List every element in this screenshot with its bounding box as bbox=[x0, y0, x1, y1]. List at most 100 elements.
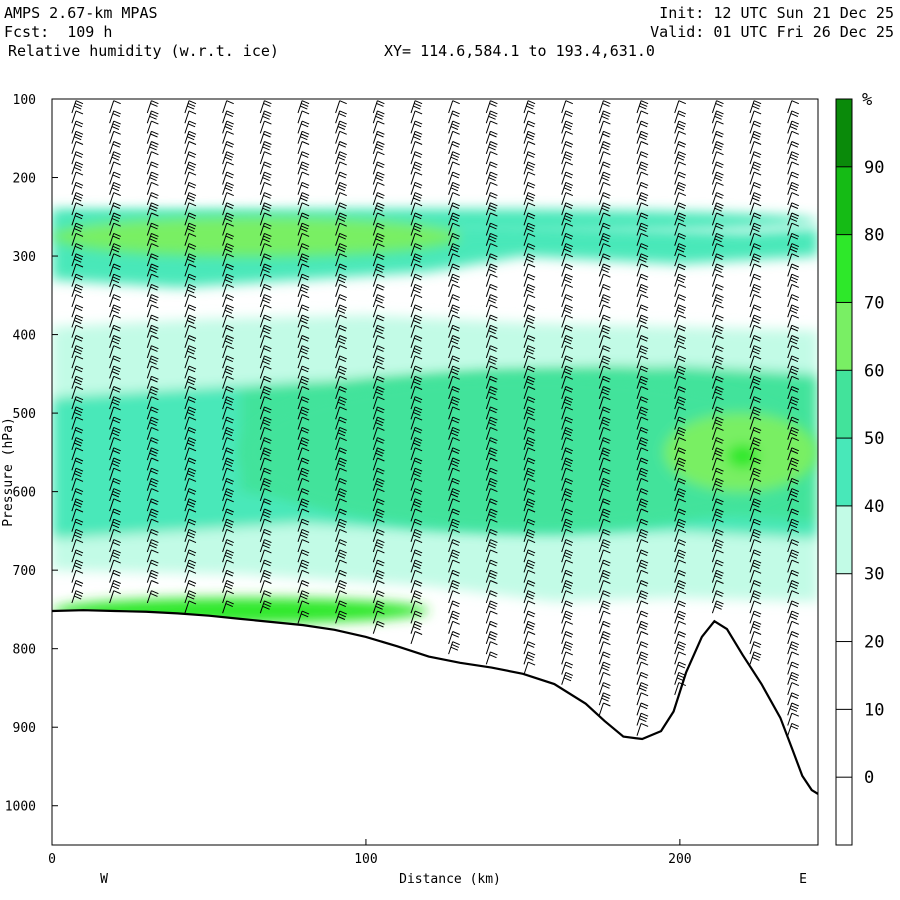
wind-barb bbox=[109, 161, 121, 175]
wind-barb bbox=[297, 590, 310, 604]
terrain-fill bbox=[52, 610, 818, 845]
wind-barb bbox=[485, 304, 498, 318]
wind-barb bbox=[711, 100, 724, 114]
wind-barb bbox=[146, 355, 159, 369]
wind-barb bbox=[674, 304, 686, 318]
wind-barb bbox=[598, 273, 611, 287]
wind-barb bbox=[410, 314, 423, 328]
wind-barb bbox=[636, 426, 649, 440]
wind-barb bbox=[335, 192, 347, 206]
wind-barb bbox=[259, 192, 272, 206]
wind-barb bbox=[372, 416, 385, 430]
wind-barb bbox=[410, 477, 423, 491]
wind-barb bbox=[636, 590, 649, 604]
wind-barb bbox=[674, 437, 686, 451]
wind-barb bbox=[561, 671, 573, 685]
wind-barb bbox=[335, 610, 347, 624]
wind-barb bbox=[674, 416, 686, 430]
wind-barb bbox=[485, 202, 498, 216]
wind-barb bbox=[787, 314, 799, 328]
wind-barb bbox=[636, 375, 649, 389]
wind-barb bbox=[674, 620, 686, 634]
wind-barb bbox=[410, 457, 423, 471]
wind-barb bbox=[146, 100, 159, 114]
wind-barb bbox=[222, 324, 234, 338]
wind-barb bbox=[372, 120, 385, 134]
wind-barb bbox=[259, 100, 272, 114]
wind-barb bbox=[674, 641, 686, 655]
wind-barb bbox=[711, 477, 724, 491]
colorbar-frame bbox=[835, 98, 853, 846]
wind-barb bbox=[71, 151, 84, 165]
wind-barb bbox=[674, 477, 686, 491]
wind-barb bbox=[146, 212, 159, 226]
wind-barb bbox=[259, 590, 272, 604]
wind-barb bbox=[109, 110, 121, 124]
wind-barb bbox=[674, 651, 686, 665]
wind-barb bbox=[711, 580, 724, 593]
wind-barb bbox=[523, 171, 536, 185]
wind-barb bbox=[297, 304, 310, 318]
wind-barb bbox=[146, 324, 159, 338]
wind-barb bbox=[787, 161, 799, 175]
wind-barb bbox=[259, 253, 272, 267]
wind-barb bbox=[372, 447, 385, 461]
wind-barb bbox=[485, 600, 498, 614]
wind-barb bbox=[598, 406, 611, 420]
wind-barb bbox=[297, 580, 310, 593]
wind-barb bbox=[335, 437, 347, 451]
wind-barb bbox=[598, 171, 611, 185]
wind-barb bbox=[184, 447, 197, 461]
wind-barb bbox=[674, 253, 686, 267]
wind-barb bbox=[787, 345, 799, 359]
wind-barb bbox=[71, 100, 84, 114]
wind-barb bbox=[372, 620, 385, 634]
wind-barb bbox=[146, 151, 159, 165]
wind-barb bbox=[749, 539, 762, 553]
wind-barb bbox=[636, 314, 649, 328]
wind-barb bbox=[335, 294, 347, 308]
wind-barb bbox=[146, 345, 159, 359]
wind-barb bbox=[485, 651, 498, 665]
wind-barb bbox=[787, 569, 799, 583]
wind-barb bbox=[109, 508, 121, 522]
wind-barb bbox=[259, 181, 272, 195]
wind-barb bbox=[372, 610, 385, 624]
wind-barb bbox=[335, 253, 347, 267]
wind-barb bbox=[598, 498, 611, 512]
wind-barb bbox=[787, 294, 799, 308]
wind-barb bbox=[184, 375, 197, 389]
wind-barb bbox=[749, 130, 762, 144]
wind-barb-column-9 bbox=[410, 100, 423, 645]
wind-barb bbox=[561, 396, 573, 410]
wind-barb bbox=[787, 641, 799, 655]
wind-barb bbox=[146, 528, 159, 542]
wind-barb bbox=[636, 600, 649, 614]
wind-barb bbox=[222, 569, 234, 583]
wind-barb bbox=[561, 539, 573, 553]
wind-barb bbox=[372, 222, 385, 236]
wind-barb bbox=[561, 559, 573, 573]
wind-barb bbox=[485, 396, 498, 410]
wind-barb bbox=[184, 212, 197, 226]
wind-barb bbox=[523, 661, 536, 675]
rh-feature-4 bbox=[726, 444, 759, 469]
wind-barb-column-19 bbox=[787, 100, 799, 736]
wind-barb bbox=[448, 222, 460, 236]
wind-barb bbox=[711, 120, 724, 134]
wind-barb bbox=[222, 253, 234, 267]
wind-barb bbox=[485, 590, 498, 604]
wind-barb bbox=[335, 508, 347, 522]
wind-barb-column-8 bbox=[372, 100, 385, 634]
wind-barb bbox=[448, 273, 460, 287]
wind-barb bbox=[749, 375, 762, 389]
wind-barb bbox=[146, 580, 159, 593]
wind-barb bbox=[259, 386, 272, 400]
wind-barb bbox=[372, 386, 385, 400]
wind-barb bbox=[71, 243, 84, 257]
wind-barb bbox=[711, 426, 724, 440]
wind-barb bbox=[523, 641, 536, 655]
wind-barb bbox=[787, 559, 799, 573]
wind-barb bbox=[259, 457, 272, 471]
y-tick-label: 100 bbox=[13, 93, 36, 108]
